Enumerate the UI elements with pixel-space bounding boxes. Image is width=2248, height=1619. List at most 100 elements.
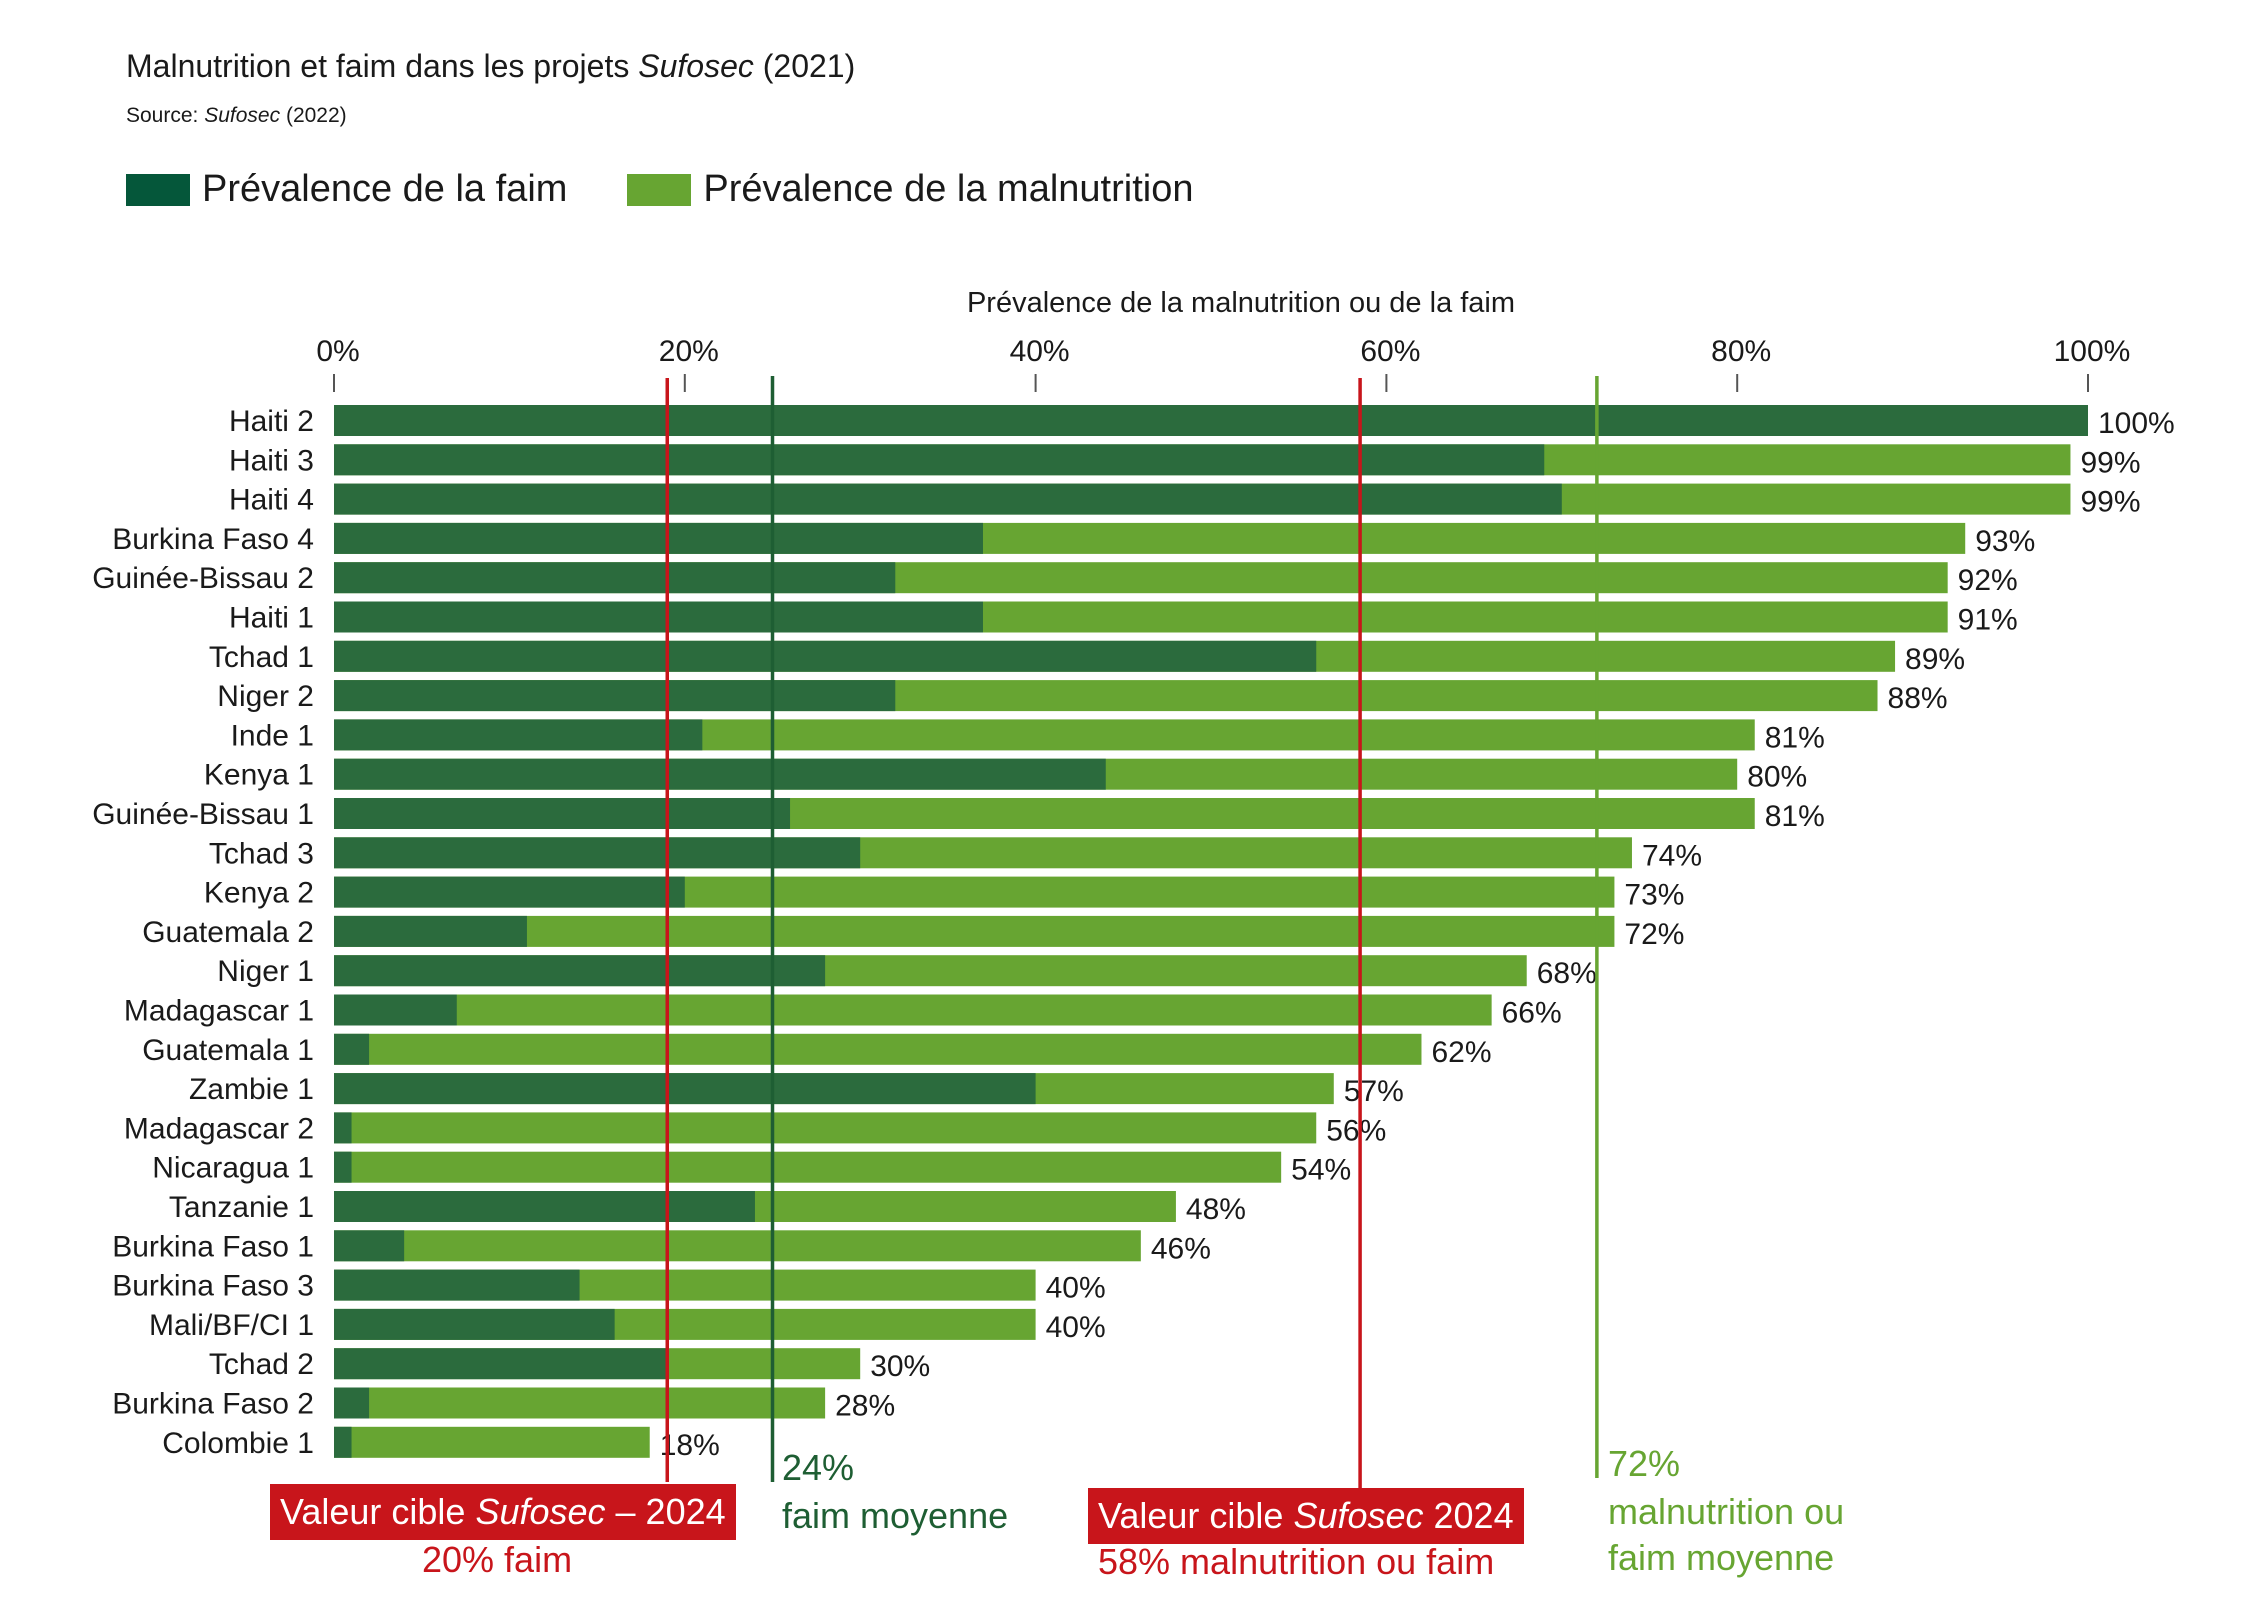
y-category-label: Nicaragua 1 (152, 1152, 314, 1185)
bar-value-label: 92% (1958, 564, 2018, 597)
y-category-label: Tanzanie 1 (169, 1191, 314, 1224)
target-mal-box-brand: Sufosec (1293, 1495, 1424, 1536)
y-category-label: Guatemala 2 (142, 916, 314, 949)
bar-hunger (334, 955, 826, 987)
x-axis-title: Prévalence de la malnutrition ou de la f… (967, 287, 1515, 319)
bar-value-label: 40% (1046, 1311, 1106, 1344)
bar-hunger (334, 522, 983, 554)
y-category-label: Burkina Faso 4 (112, 523, 314, 556)
bar-hunger (334, 562, 896, 594)
source-brand: Sufosec (204, 104, 281, 127)
bar-value-label: 28% (835, 1390, 895, 1423)
legend-swatch-hunger (126, 173, 190, 206)
bar-hunger (334, 640, 1317, 672)
target-hunger-box-prefix: Valeur cible (280, 1491, 476, 1532)
y-category-label: Niger 1 (217, 955, 314, 988)
bar-value-label: 99% (2080, 446, 2140, 479)
bar-malnutrition (334, 1230, 1141, 1262)
bar-value-label: 81% (1765, 721, 1825, 754)
target-mal-box-suffix: 2024 (1423, 1495, 1514, 1536)
bar-value-label: 80% (1747, 761, 1807, 794)
bar-hunger (334, 1269, 580, 1301)
bar-hunger (334, 1426, 352, 1458)
bar-value-label: 54% (1291, 1154, 1351, 1187)
legend-item-malnutrition: Prévalence de la malnutrition (627, 168, 1193, 211)
bar-value-label: 73% (1624, 879, 1684, 912)
source-year: (2022) (285, 104, 347, 127)
target-mal-box: Valeur cible Sufosec 2024 (1088, 1488, 1524, 1544)
bar-hunger (334, 876, 685, 908)
bar-malnutrition (334, 1387, 826, 1419)
bar-value-label: 89% (1905, 643, 1965, 676)
bar-value-label: 91% (1958, 604, 2018, 637)
bar-hunger (334, 1387, 370, 1419)
bar-malnutrition (334, 1112, 1317, 1144)
y-category-label: Tchad 3 (209, 837, 314, 870)
y-category-label: Burkina Faso 3 (112, 1270, 314, 1303)
bar-hunger (334, 1230, 405, 1262)
bar-value-label: 46% (1151, 1232, 1211, 1265)
x-tick-label: 40% (1010, 335, 1070, 368)
chart-source: Source: Sufosec (2022) (126, 104, 347, 128)
target-mal-box-prefix: Valeur cible (1098, 1495, 1294, 1536)
y-category-label: Guatemala 1 (142, 1034, 314, 1067)
y-category-label: Tchad 1 (209, 641, 314, 674)
bar-malnutrition (334, 1033, 1422, 1065)
bar-value-label: 40% (1046, 1272, 1106, 1305)
bar-value-label: 81% (1765, 800, 1825, 833)
y-category-label: Burkina Faso 2 (112, 1388, 314, 1421)
bar-value-label: 100% (2098, 407, 2175, 440)
bar-malnutrition (334, 994, 1492, 1026)
x-tick-label: 0% (316, 335, 359, 368)
bar-hunger (334, 1308, 615, 1340)
y-category-label: Inde 1 (231, 719, 314, 752)
avg-mal-label-1: malnutrition ou (1608, 1491, 1845, 1532)
y-category-label: Tchad 2 (209, 1348, 314, 1381)
bar-value-label: 68% (1537, 957, 1597, 990)
bar-hunger (334, 1033, 370, 1065)
bar-hunger (334, 837, 861, 869)
bar-value-label: 88% (1888, 682, 1948, 715)
avg-mal-value: 72% (1608, 1443, 1681, 1484)
chart-title-year: (2021) (762, 48, 856, 84)
bar-hunger (334, 405, 2088, 436)
bar-value-label: 48% (1186, 1193, 1246, 1226)
bar-hunger (334, 1112, 352, 1144)
source-label: Source: (126, 104, 199, 127)
chart-title-main: Malnutrition et faim dans les projets (126, 48, 630, 84)
y-category-label: Niger 2 (217, 680, 314, 713)
avg-hunger-label: faim moyenne (782, 1495, 1009, 1536)
target-mal-sub: 58% malnutrition ou faim (1098, 1541, 1495, 1582)
bar-value-label: 30% (870, 1350, 930, 1383)
bar-hunger (334, 1348, 668, 1380)
target-hunger-sub: 20% faim (422, 1539, 573, 1580)
y-category-label: Kenya 1 (204, 759, 314, 792)
legend-swatch-malnutrition (627, 173, 692, 206)
bar-hunger (334, 444, 1545, 476)
y-category-label: Haiti 1 (229, 602, 314, 635)
y-category-label: Zambie 1 (189, 1073, 314, 1106)
bar-hunger (334, 994, 457, 1026)
y-category-label: Haiti 2 (229, 405, 314, 438)
bar-hunger (334, 719, 703, 751)
avg-hunger-value: 24% (782, 1447, 855, 1488)
bar-value-label: 18% (660, 1429, 720, 1462)
bar-value-label: 99% (2080, 486, 2140, 519)
target-hunger-box-suffix: – 2024 (605, 1491, 726, 1532)
legend-item-hunger: Prévalence de la faim (126, 168, 567, 211)
bar-hunger (334, 483, 1562, 515)
bar-value-label: 56% (1326, 1114, 1386, 1147)
bar-hunger (334, 758, 1106, 790)
y-category-label: Burkina Faso 1 (112, 1230, 314, 1263)
avg-mal-label-2: faim moyenne (1608, 1537, 1835, 1578)
bar-value-label: 57% (1344, 1075, 1404, 1108)
y-category-label: Colombie 1 (162, 1427, 314, 1460)
target-hunger-box-brand: Sufosec (475, 1491, 606, 1532)
bar-hunger (334, 680, 896, 712)
bar-malnutrition (334, 915, 1615, 947)
bar-hunger (334, 1073, 1036, 1105)
bar-malnutrition (334, 1426, 650, 1458)
x-tick-label: 100% (2054, 335, 2131, 368)
bar-hunger (334, 1191, 755, 1222)
